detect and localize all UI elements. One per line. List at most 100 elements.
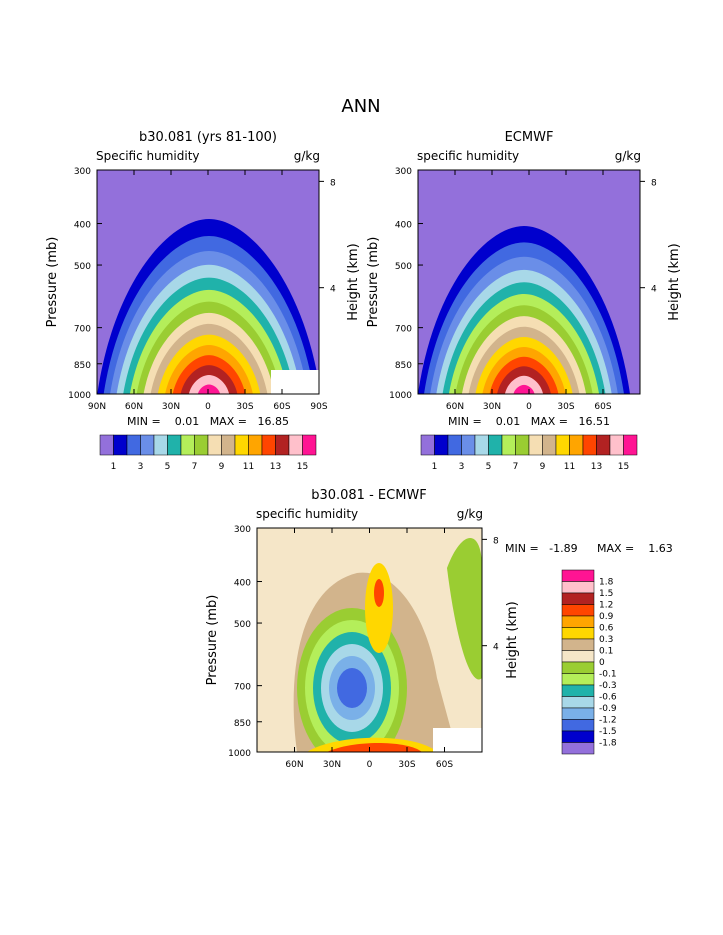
legend-label: 0.3 xyxy=(599,635,613,645)
colorbar-label: 5 xyxy=(165,462,171,472)
panel-obs-title: ECMWF xyxy=(505,130,554,145)
x-tick-label: 60N xyxy=(446,402,464,412)
colorbar-label: 3 xyxy=(138,462,144,472)
colorbar-swatch xyxy=(234,434,249,456)
y-tick-label: 300 xyxy=(234,525,251,535)
x-tick-label: 60S xyxy=(594,402,611,412)
legend-swatch xyxy=(561,730,595,743)
colorbar-label: 13 xyxy=(270,462,281,472)
y-tick-label: 500 xyxy=(395,262,412,272)
legend-swatch xyxy=(561,581,595,594)
colorbar-swatch xyxy=(248,434,263,456)
panel-obs-axes: 300 400 500 700 850 1000 8 4 60N 30N 0 30S 60S xyxy=(389,167,657,412)
colorbar-label: 9 xyxy=(540,462,546,472)
x-tick-label: 0 xyxy=(367,760,373,770)
legend-swatch xyxy=(561,719,595,732)
colorbar-swatch xyxy=(221,434,236,456)
colorbar-swatch xyxy=(99,434,114,456)
panel-model-subtitle-left: Specific humidity xyxy=(96,149,200,163)
colorbar-swatch xyxy=(180,434,195,456)
y-tick-label: 850 xyxy=(74,361,91,371)
x-tick-label: 30N xyxy=(483,402,501,412)
contour-band xyxy=(327,743,422,752)
colorbar-label: 11 xyxy=(243,462,254,472)
y-right-tick-label: 8 xyxy=(493,536,499,546)
x-tick-label: 0 xyxy=(205,402,211,412)
panel-diff-subtitle-right: g/kg xyxy=(457,507,483,521)
x-tick-label: 30N xyxy=(162,402,180,412)
x-tick-label: 30S xyxy=(398,760,415,770)
colorbar-swatch xyxy=(501,434,516,456)
panel-obs-contours xyxy=(418,170,640,394)
missing-data-mask xyxy=(271,370,319,394)
y-tick-label: 1000 xyxy=(389,391,412,401)
panel-diff-stats-min: MIN = -1.89 xyxy=(505,542,578,555)
legend-swatch xyxy=(561,742,595,755)
colorbar-swatch xyxy=(488,434,503,456)
y-tick-label: 300 xyxy=(395,167,412,177)
y-tick-label: 500 xyxy=(234,620,251,630)
legend-swatch xyxy=(561,604,595,617)
colorbar-swatch xyxy=(569,434,584,456)
colorbar-swatch xyxy=(194,434,209,456)
y-tick-label: 850 xyxy=(234,719,251,729)
panel-diff-legend: 1.81.5 1.20.9 0.60.3 0.10 -0.1-0.3 -0.6-0.9 -1… xyxy=(561,569,617,755)
panel-obs-subtitle-left: specific humidity xyxy=(417,149,519,163)
colorbar-swatch xyxy=(542,434,557,456)
colorbar-label: 15 xyxy=(618,462,629,472)
colorbar-swatch xyxy=(623,434,638,456)
legend-label: 0.6 xyxy=(599,624,614,634)
contour-band xyxy=(374,579,384,607)
legend-label: -1.5 xyxy=(599,727,617,737)
legend-label: -1.2 xyxy=(599,716,617,726)
panel-model-contours xyxy=(97,170,319,394)
legend-swatch xyxy=(561,592,595,605)
legend-label: 0.9 xyxy=(599,612,614,622)
colorbar-label: 11 xyxy=(564,462,575,472)
x-tick-label: 30N xyxy=(323,760,341,770)
y-right-tick-label: 4 xyxy=(330,285,336,295)
legend-label: 1.8 xyxy=(599,578,614,588)
colorbar-swatch xyxy=(302,434,317,456)
y-right-tick-label: 4 xyxy=(651,285,657,295)
contour-band xyxy=(197,384,221,394)
colorbar-label: 9 xyxy=(219,462,225,472)
panel-diff-ylabel-right: Height (km) xyxy=(505,601,520,678)
colorbar-swatch xyxy=(555,434,570,456)
legend-label: -0.6 xyxy=(599,693,617,703)
panel-diff-axes: 300 400 500 700 850 1000 8 4 60N 30N 0 30S 60S xyxy=(228,525,499,770)
y-tick-label: 1000 xyxy=(228,749,251,759)
x-tick-label: 30S xyxy=(557,402,574,412)
contour-band xyxy=(188,374,230,394)
colorbar-label: 5 xyxy=(486,462,492,472)
panel-model-title: b30.081 (yrs 81-100) xyxy=(139,130,277,145)
y-right-tick-label: 8 xyxy=(330,178,336,188)
panel-model-stats: MIN = 0.01 MAX = 16.85 xyxy=(127,415,289,428)
colorbar-swatch xyxy=(140,434,155,456)
x-tick-label: 90N xyxy=(88,402,106,412)
colorbar-label: 15 xyxy=(297,462,308,472)
colorbar-swatch xyxy=(288,434,303,456)
y-tick-label: 400 xyxy=(74,221,91,231)
colorbar-label: 7 xyxy=(192,462,198,472)
y-tick-label: 700 xyxy=(395,325,412,335)
colorbar-swatch xyxy=(434,434,449,456)
contour-band xyxy=(504,375,544,394)
panel-diff-contours xyxy=(257,528,482,752)
colorbar-swatch xyxy=(275,434,290,456)
legend-swatch xyxy=(561,707,595,720)
colorbar-label: 1 xyxy=(111,462,117,472)
colorbar-swatch xyxy=(261,434,276,456)
panel-diff-subtitle-left: specific humidity xyxy=(256,507,358,521)
y-right-tick-label: 4 xyxy=(493,643,499,653)
y-tick-label: 1000 xyxy=(68,391,91,401)
panel-obs-stats: MIN = 0.01 MAX = 16.51 xyxy=(448,415,610,428)
legend-label: -1.8 xyxy=(599,739,617,749)
colorbar-swatch xyxy=(596,434,611,456)
y-tick-label: 700 xyxy=(234,683,251,693)
colorbar-swatch xyxy=(126,434,141,456)
contour-band xyxy=(447,538,482,680)
colorbar-swatch xyxy=(609,434,624,456)
colorbar-swatch xyxy=(461,434,476,456)
